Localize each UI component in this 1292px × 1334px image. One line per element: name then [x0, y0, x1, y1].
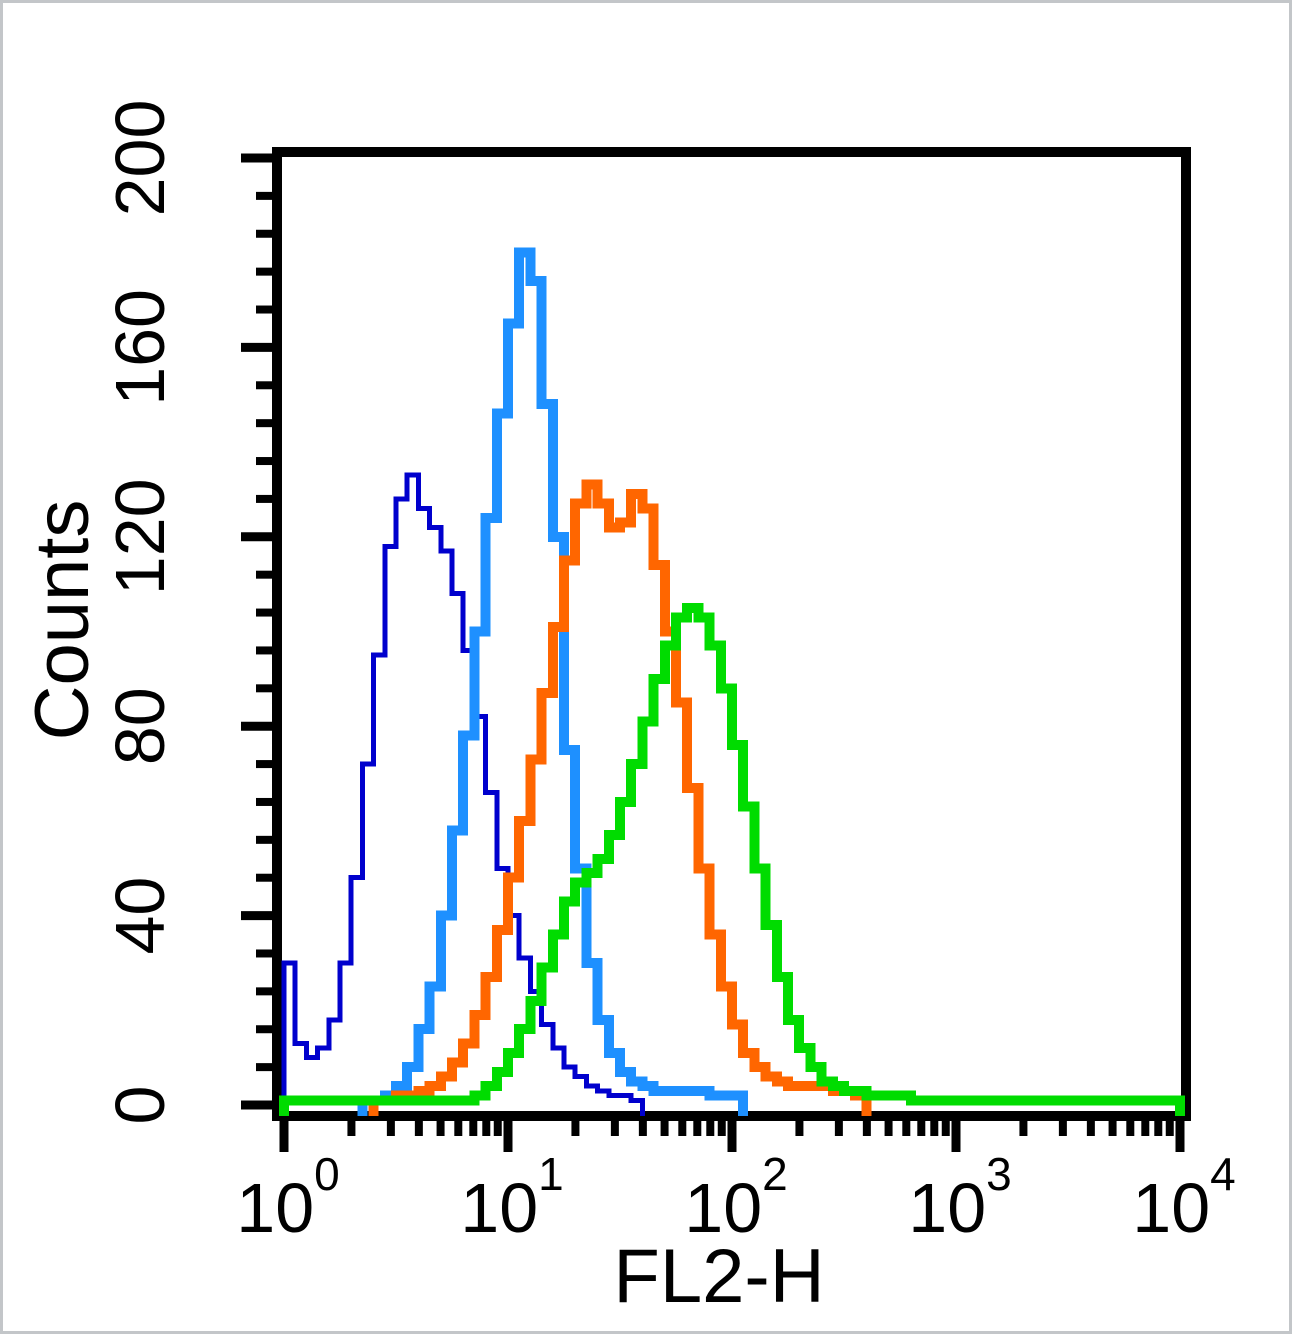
y-tick-label: 80 [101, 687, 179, 765]
y-tick-label: 200 [101, 100, 179, 217]
curve-dark-blue [281, 472, 645, 1116]
x-axis-title: FL2-H [613, 1234, 824, 1319]
y-tick-label: 40 [101, 877, 179, 955]
curve-orange [368, 479, 872, 1116]
y-axis-title: Counts [20, 500, 105, 741]
y-tick-label: 0 [101, 1086, 179, 1125]
plot-frame [272, 147, 1191, 1121]
x-tick-label: 100 [236, 1148, 339, 1247]
curve-green [279, 602, 1185, 1116]
x-axis-ticks [279, 1121, 1185, 1152]
y-tick-label: 120 [101, 478, 179, 595]
x-tick-label: 104 [1132, 1148, 1235, 1247]
y-tick-label: 160 [101, 289, 179, 406]
x-tick-label: 101 [460, 1148, 563, 1247]
x-tick-label: 103 [908, 1148, 1011, 1247]
y-axis-tick-labels: 0 40 80 120 160 200 [101, 100, 179, 1125]
x-tick-label: 102 [684, 1148, 787, 1247]
y-axis-ticks [241, 153, 272, 1110]
curve-light-blue [357, 247, 749, 1116]
curves [279, 247, 1185, 1116]
x-axis-tick-labels: 100 101 102 103 104 [236, 1148, 1235, 1247]
